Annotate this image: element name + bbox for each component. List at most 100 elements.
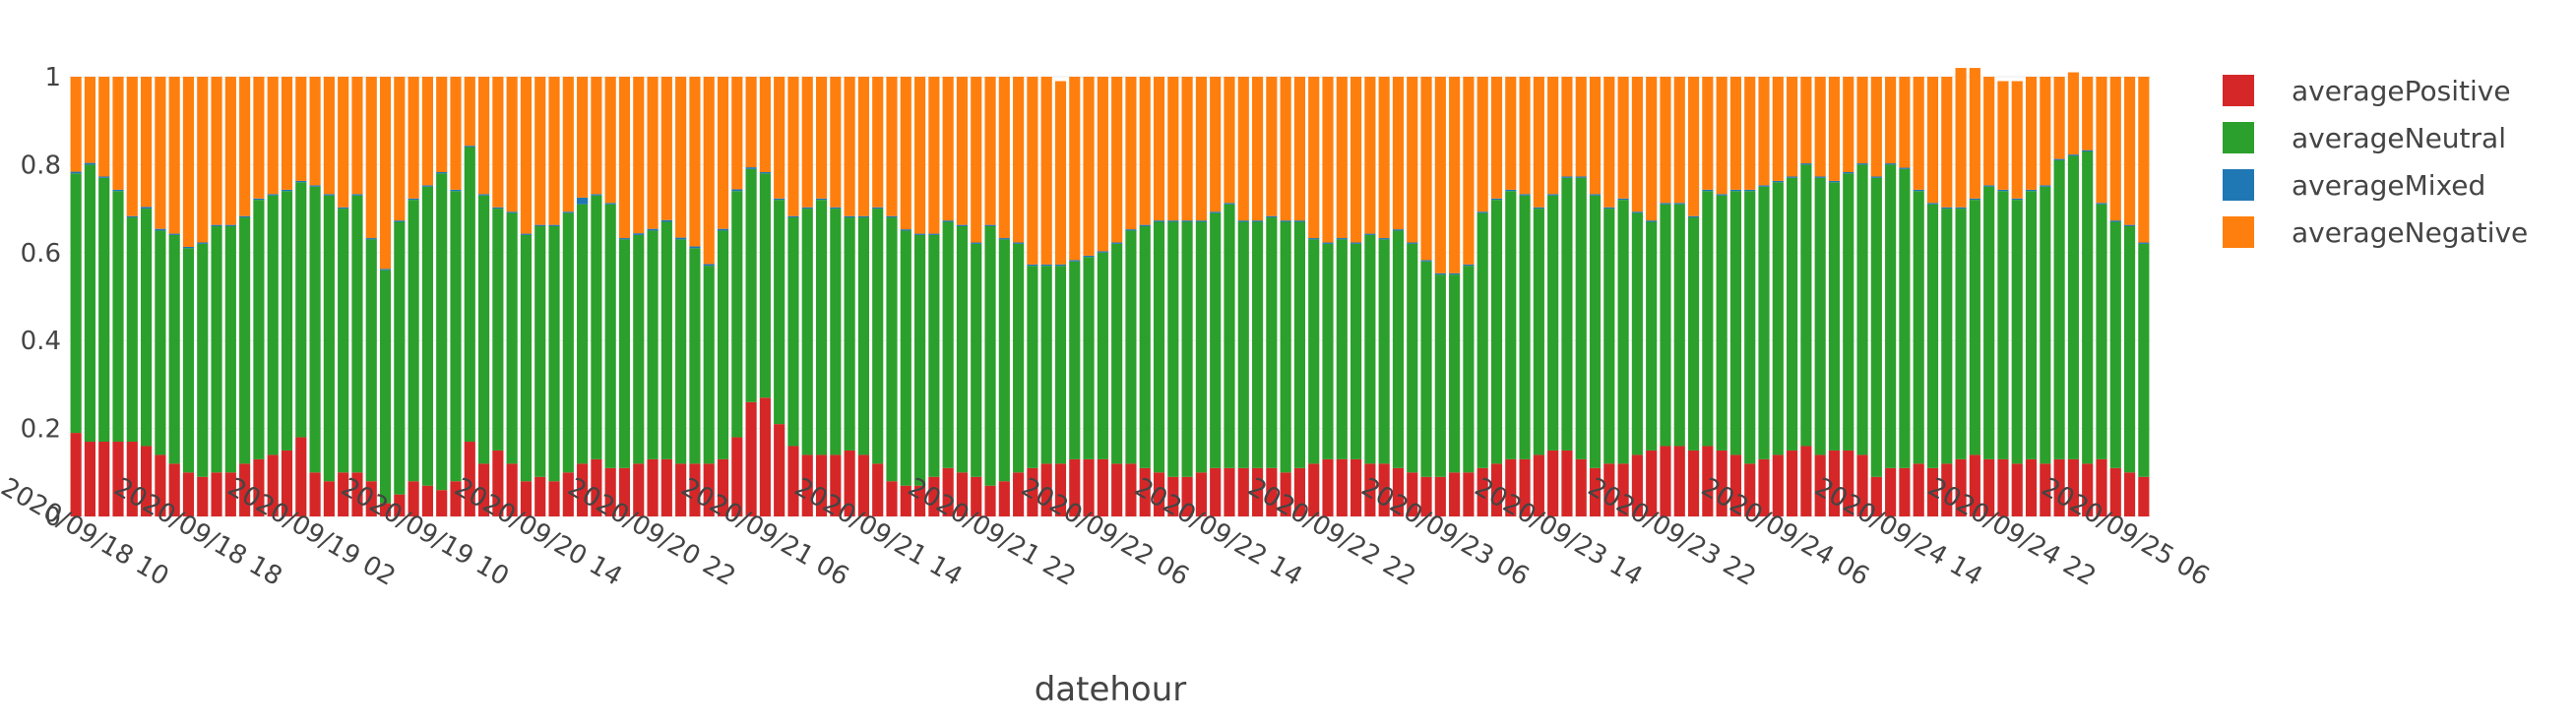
bar-averageNeutral <box>98 177 110 443</box>
bar-averageNegative <box>155 77 166 229</box>
bar-averageNeutral <box>1899 168 1911 468</box>
bar-averageNeutral <box>928 234 940 477</box>
bar-averageNeutral <box>562 212 574 473</box>
bar-averageMixed <box>675 237 687 240</box>
bar-averageNegative <box>1533 77 1544 208</box>
bars <box>70 68 2150 516</box>
bar-averageNegative <box>1744 77 1756 190</box>
bar-averageMixed <box>872 207 884 210</box>
bar-averagePositive <box>1266 467 1278 516</box>
legend-label[interactable]: averageMixed <box>2292 169 2485 202</box>
bar-averagePositive <box>1476 467 1488 516</box>
bar-averagePositive <box>1787 450 1798 516</box>
bar-averageMixed <box>1463 264 1475 267</box>
legend-swatch[interactable] <box>2223 169 2254 201</box>
bar-averagePositive <box>1490 463 1503 516</box>
bar-averageMixed <box>1251 220 1264 222</box>
bar-averageNegative <box>886 77 898 216</box>
bar-averageNegative <box>1013 77 1025 243</box>
bar-averagePositive <box>1603 463 1615 516</box>
bar-averageNeutral <box>1519 195 1531 459</box>
legend-swatch[interactable] <box>2223 75 2254 106</box>
bar-averageMixed <box>1673 203 1685 205</box>
bar-averageMixed <box>1308 238 1320 240</box>
bar-averagePositive <box>830 454 842 516</box>
legend-label[interactable]: averageNeutral <box>2292 122 2506 154</box>
bar-averagePositive <box>1069 458 1081 516</box>
legend-swatch[interactable] <box>2223 122 2254 153</box>
bar-averageNeutral <box>1646 221 1658 451</box>
bar-averagePositive <box>562 472 574 516</box>
bar-averageNeutral <box>717 230 729 459</box>
bar-averageNegative <box>1926 77 1939 204</box>
bar-averageNegative <box>1308 77 1320 239</box>
bar-averageNeutral <box>745 168 757 402</box>
bar-averageNeutral <box>239 217 251 464</box>
bar-averagePositive <box>492 450 504 516</box>
bar-averageMixed <box>1505 189 1517 192</box>
bar-averageNegative <box>436 77 448 172</box>
bar-averageNeutral <box>224 225 236 473</box>
y-tick-label: 0.4 <box>21 327 61 356</box>
bar-averageNegative <box>731 77 743 190</box>
bar-averageNeutral <box>168 234 180 464</box>
bar-averageNegative <box>647 77 659 229</box>
bar-averageNegative <box>450 77 462 190</box>
bar-averageNeutral <box>1069 261 1081 459</box>
bar-averageNeutral <box>1097 252 1108 459</box>
bar-averageNegative <box>1589 77 1602 195</box>
bar-averageNegative <box>1617 77 1629 199</box>
bar-averageNeutral <box>1631 212 1643 455</box>
bar-averageMixed <box>141 207 153 210</box>
bar-averageNeutral <box>1013 243 1025 473</box>
bar-averageNegative <box>323 77 335 195</box>
bar-averageMixed <box>1899 167 1911 169</box>
bar-averageNeutral <box>886 217 898 482</box>
bar-averageNeutral <box>478 195 490 464</box>
bar-averagePositive <box>2096 458 2107 516</box>
bar-averageMixed <box>295 180 307 183</box>
bar-averagePositive <box>1364 463 1376 516</box>
bar-averageNeutral <box>815 200 828 455</box>
bar-averageMixed <box>126 215 138 218</box>
bar-averagePositive <box>141 446 153 516</box>
bar-averagePositive <box>1983 458 1995 516</box>
bar-averageNeutral <box>1364 234 1376 464</box>
bar-averageNeutral <box>604 204 616 468</box>
bar-averageNeutral <box>2138 243 2150 477</box>
bar-averageNegative <box>1083 77 1095 256</box>
bar-averageNeutral <box>295 182 307 438</box>
bar-averageNegative <box>351 77 363 195</box>
bar-averageNeutral <box>1885 164 1897 468</box>
bar-averageNeutral <box>1828 182 1841 451</box>
bar-averagePositive <box>1631 454 1643 516</box>
bar-averageMixed <box>84 162 96 165</box>
bar-averageNeutral <box>787 217 799 447</box>
bar-averagePositive <box>787 446 799 516</box>
legend-swatch[interactable] <box>2223 216 2254 248</box>
legend-label[interactable]: averageNegative <box>2292 216 2528 249</box>
bar-averageMixed <box>1814 176 1826 178</box>
bar-averageNegative <box>604 77 616 204</box>
bar-averageNeutral <box>1660 204 1671 447</box>
bar-averageNegative <box>675 77 687 238</box>
bar-averagePositive <box>942 467 954 516</box>
bar-averageMixed <box>70 171 82 174</box>
bar-averagePositive <box>1505 458 1517 516</box>
bar-averageNegative <box>1293 77 1305 221</box>
bar-averageNegative <box>660 77 672 220</box>
bar-averagePositive <box>1351 458 1362 516</box>
bar-averagePositive <box>886 481 898 516</box>
bar-averagePositive <box>1336 458 1348 516</box>
legend-label[interactable]: averagePositive <box>2292 75 2511 107</box>
bar-averageNeutral <box>1983 186 1995 459</box>
bar-averageNeutral <box>1167 221 1179 477</box>
bar-averageNegative <box>2109 77 2121 221</box>
bar-averagePositive <box>1589 467 1602 516</box>
bar-averagePositive <box>295 437 307 516</box>
bar-averagePositive <box>1293 467 1305 516</box>
bar-averageNeutral <box>1955 209 1967 459</box>
bar-averageNeutral <box>971 243 982 477</box>
bar-averagePositive <box>126 442 138 516</box>
bar-averageNegative <box>1660 77 1671 204</box>
